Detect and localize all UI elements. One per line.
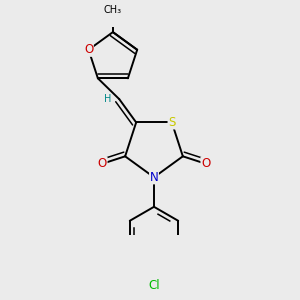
Text: N: N [150,171,158,184]
Text: S: S [168,116,176,129]
Text: O: O [201,157,210,170]
Text: CH₃: CH₃ [104,5,122,15]
Text: O: O [84,43,93,56]
Text: O: O [98,157,107,170]
Text: H: H [103,94,111,104]
Text: Cl: Cl [148,278,160,292]
